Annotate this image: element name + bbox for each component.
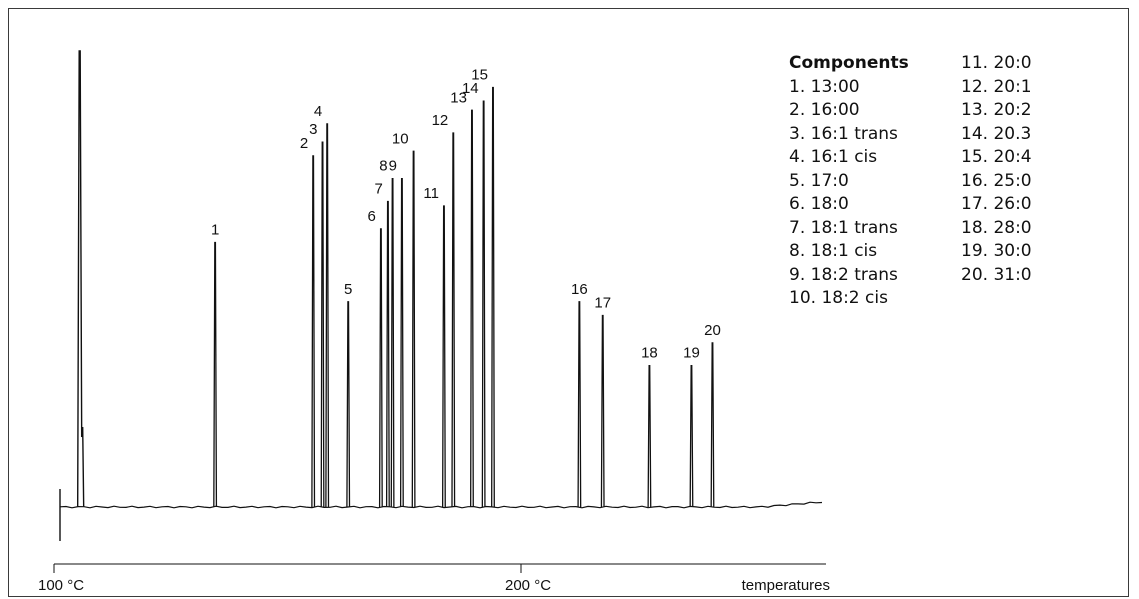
solvent-peak (76, 50, 85, 508)
plot-area (59, 50, 823, 541)
peak-14 (481, 100, 486, 508)
legend-item: 19. 30:0 (961, 241, 1032, 261)
peak-label-4: 4 (314, 103, 322, 120)
peak-2 (311, 155, 316, 508)
peak-8 (390, 178, 395, 508)
peak-label-20: 20 (704, 322, 721, 339)
legend-title: Components (789, 53, 909, 73)
peak-20 (710, 342, 715, 508)
legend-item: 14. 20.3 (961, 123, 1032, 144)
peak-label-3: 3 (309, 121, 317, 138)
x-axis: 100 °C 200 °C temperatures (38, 563, 830, 594)
legend-item: 9. 18:2 trans (789, 264, 898, 285)
peak-3 (320, 141, 325, 508)
x-tick-label-100: 100 °C (38, 577, 84, 594)
legend-item: 7. 18:1 trans (789, 217, 898, 238)
peak-label-18: 18 (641, 345, 658, 362)
peak-label-10: 10 (392, 130, 409, 147)
peak-label-16: 16 (571, 281, 588, 298)
peak-label-14: 14 (462, 80, 479, 97)
legend-item: 8. 18:1 cis (789, 241, 878, 261)
legend-item: 1. 13:00 (789, 76, 860, 97)
legend-item: 15. 20:4 (961, 147, 1032, 167)
legend-item: 16. 25:0 (961, 170, 1032, 191)
legend-item: 3. 16:1 trans (789, 123, 898, 144)
peak-10 (411, 150, 416, 508)
peak-5 (346, 301, 351, 508)
peak-label-6: 6 (368, 208, 376, 225)
legend-item: 20. 31:0 (961, 264, 1032, 285)
legend-column-1: Components 1. 13:00 2. 16:00 3. 16:1 tra… (789, 52, 909, 311)
peak-label-15: 15 (471, 66, 488, 83)
x-axis-label: temperatures (742, 577, 830, 594)
peak-label-2: 2 (300, 135, 308, 152)
legend-item: 5. 17:0 (789, 170, 849, 191)
legend-item: 4. 16:1 cis (789, 147, 878, 167)
peak-4 (325, 123, 330, 508)
x-tick-label-200: 200 °C (505, 577, 551, 594)
legend-item: 18. 28:0 (961, 217, 1032, 238)
legend-item: 11. 20:0 (961, 53, 1032, 73)
peak-6 (378, 228, 383, 508)
legend-item: 17. 26:0 (961, 194, 1032, 214)
peak-13 (470, 109, 474, 508)
peak-label-8: 8 (379, 158, 387, 175)
legend-item: 10. 18:2 cis (789, 288, 888, 308)
peak-15 (491, 86, 495, 508)
peak-label-11: 11 (423, 185, 439, 202)
peak-label-17: 17 (594, 294, 611, 311)
peak-17 (600, 314, 605, 508)
peak-label-1: 1 (211, 222, 219, 239)
peak-label-9: 9 (389, 158, 397, 175)
peak-9 (399, 178, 404, 508)
peak-label-19: 19 (683, 345, 700, 362)
peak-19 (689, 364, 694, 508)
peak-11 (441, 205, 446, 508)
legend-item: 2. 16:00 (789, 100, 860, 120)
peak-16 (577, 301, 582, 508)
peak-7 (385, 200, 390, 508)
peak-label-7: 7 (375, 180, 383, 197)
peak-label-13: 13 (450, 89, 467, 106)
peak-1 (213, 241, 218, 508)
chart-frame (8, 8, 1129, 597)
legend-item: 12. 20:1 (961, 76, 1032, 97)
peak-label-12: 12 (432, 112, 449, 129)
legend-item: 13. 20:2 (961, 100, 1032, 120)
legend-item: 6. 18:0 (789, 194, 849, 214)
legend-column-2: 11. 20:0 12. 20:1 13. 20:2 14. 20.3 15. … (961, 52, 1032, 287)
peak-18 (647, 364, 652, 508)
baseline-trace (59, 501, 823, 509)
peak-12 (451, 132, 456, 508)
peak-label-5: 5 (344, 281, 352, 298)
